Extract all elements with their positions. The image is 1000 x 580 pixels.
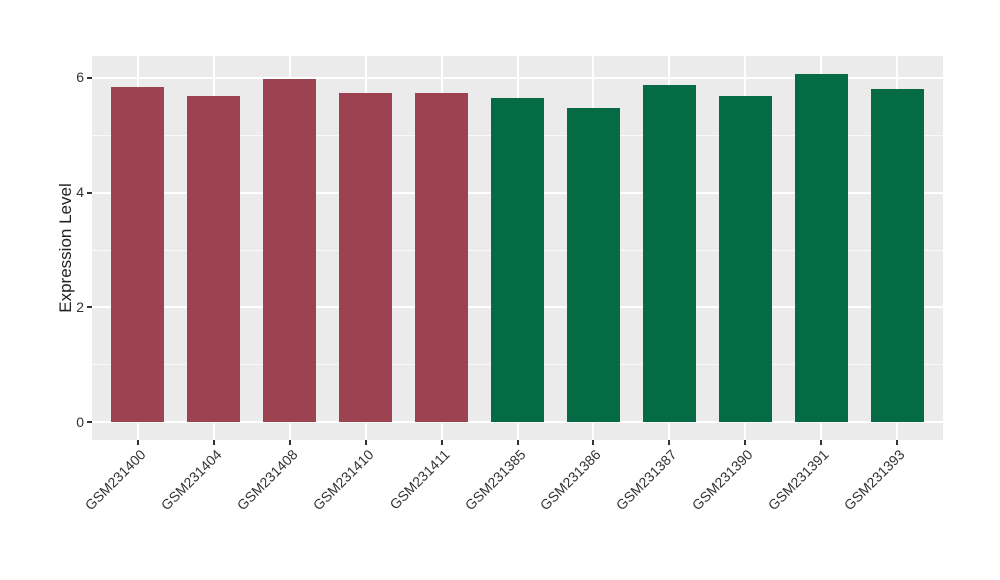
y-tick-mark <box>87 76 92 79</box>
x-tick-mark <box>516 440 519 445</box>
x-tick-mark <box>668 440 671 445</box>
x-tick-mark <box>440 440 443 445</box>
bar-GSM231391 <box>794 74 849 423</box>
x-tick-mark <box>896 440 899 445</box>
bar-GSM231410 <box>338 92 393 423</box>
x-tick-mark <box>820 440 823 445</box>
x-tick-mark <box>592 440 595 445</box>
y-tick-mark <box>87 421 92 424</box>
y-tick-mark <box>87 306 92 309</box>
bar-GSM231400 <box>110 86 165 423</box>
x-tick-mark <box>136 440 139 445</box>
bar-GSM231411 <box>414 93 469 423</box>
y-tick-label: 0 <box>76 413 84 430</box>
y-tick-mark <box>87 191 92 194</box>
x-tick-mark <box>744 440 747 445</box>
y-tick-label: 6 <box>76 69 84 86</box>
x-tick-mark <box>212 440 215 445</box>
bar-GSM231390 <box>718 96 773 423</box>
x-tick-mark <box>364 440 367 445</box>
y-tick-label: 4 <box>76 184 84 201</box>
bar-GSM231393 <box>870 88 925 423</box>
bar-GSM231408 <box>262 78 317 423</box>
bar-GSM231404 <box>186 96 241 423</box>
plot-panel <box>92 56 943 440</box>
bar-GSM231387 <box>642 84 697 423</box>
y-axis-title: Expression Level <box>56 183 75 313</box>
x-tick-mark <box>288 440 291 445</box>
y-tick-label: 2 <box>76 298 84 315</box>
bar-GSM231386 <box>566 107 621 423</box>
bar-GSM231385 <box>490 98 545 423</box>
